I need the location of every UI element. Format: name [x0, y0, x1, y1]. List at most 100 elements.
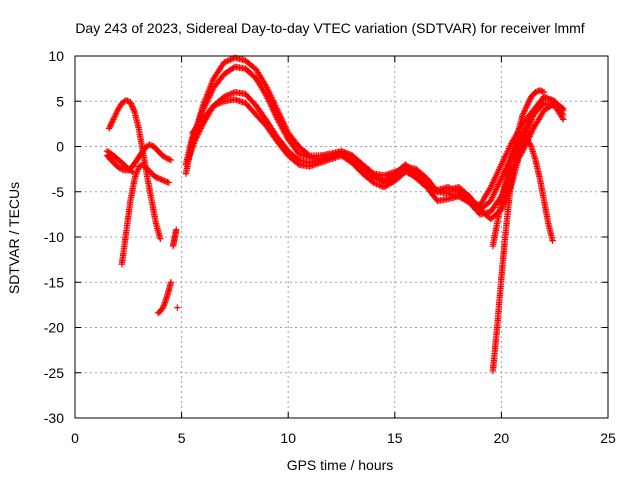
data-point-track-k: [294, 160, 301, 167]
data-point-track-k: [406, 170, 414, 177]
chart-title: Day 243 of 2023, Sidereal Day-to-day VTE…: [75, 20, 584, 36]
data-point-track-c: [135, 163, 143, 170]
x-tick-label: 15: [387, 430, 403, 446]
data-point-track-a: [107, 122, 114, 129]
data-point-track-c: [164, 178, 171, 186]
data-point-track-b: [146, 141, 153, 148]
data-point-track-a: [108, 120, 115, 128]
data-point-track-a: [127, 100, 135, 107]
data-point-track-m: [521, 107, 529, 114]
x-tick-label: 5: [178, 430, 186, 446]
data-point-track-k: [402, 168, 409, 176]
data-point-track-j: [193, 134, 200, 141]
data-point-track-a: [111, 113, 118, 120]
x-tick-label: 25: [600, 430, 616, 446]
y-tick-label: -25: [44, 365, 64, 381]
data-point-track-m: [520, 110, 527, 117]
data-point-track-m: [525, 99, 532, 106]
data-point-track-k: [370, 179, 377, 186]
data-point-track-m: [533, 88, 541, 95]
data-point-track-a: [106, 123, 114, 131]
data-point-track-b: [147, 142, 155, 149]
data-point-track-k: [405, 169, 412, 177]
y-axis-label: SDTVAR / TECUs: [6, 182, 22, 294]
data-point-track-j: [196, 128, 203, 135]
data-point-track-m: [520, 108, 528, 116]
data-point-track-c: [154, 174, 161, 182]
data-point-track-a: [113, 110, 120, 117]
data-point-track-m: [519, 111, 526, 119]
data-point-track-m: [532, 89, 539, 96]
data-point-track-k: [371, 180, 379, 187]
data-point-track-j: [228, 90, 236, 97]
data-point-track-k: [403, 169, 411, 176]
data-point-track-a: [129, 104, 137, 112]
y-tick-label: 5: [56, 93, 64, 109]
data-point-track-b: [167, 156, 175, 164]
data-point-track-a: [112, 111, 119, 119]
data-point-track-k: [216, 99, 223, 107]
data-point-track-h: [224, 57, 231, 65]
data-point-track-e: [159, 303, 167, 311]
data-point-track-j: [191, 137, 199, 144]
data-point-track-a: [129, 103, 136, 110]
data-point-track-a: [109, 117, 116, 125]
data-point-track-h: [227, 56, 234, 63]
data-point-track-j: [225, 91, 233, 98]
data-point-track-b: [116, 165, 123, 172]
data-point-track-h: [225, 57, 233, 64]
data-point-track-m: [524, 101, 531, 108]
data-point-track-j: [194, 131, 202, 138]
data-point-track-j: [194, 132, 201, 140]
data-point-track-a: [130, 107, 138, 114]
data-point-track-d: [127, 167, 135, 175]
data-point-track-j: [542, 94, 549, 101]
data-point-track-k: [558, 104, 566, 111]
data-point-track-j: [546, 96, 554, 103]
data-point-track-b: [119, 166, 126, 173]
data-point-track-m: [537, 87, 545, 95]
data-point-track-c: [161, 177, 168, 185]
data-point-track-g: [174, 304, 181, 311]
data-point-track-i: [447, 185, 455, 192]
data-point-track-j: [195, 129, 202, 137]
x-tick-label: 20: [494, 430, 510, 446]
data-point-track-b: [162, 154, 169, 161]
y-tick-label: -10: [44, 229, 64, 245]
data-point-track-m: [536, 87, 543, 94]
data-point-track-a: [122, 97, 130, 104]
data-point-track-a: [157, 235, 164, 243]
data-point-track-m: [540, 89, 548, 96]
data-point-track-b: [117, 165, 125, 173]
y-tick-label: 0: [56, 139, 64, 155]
data-point-track-m: [523, 104, 530, 111]
data-point-track-k: [217, 99, 225, 106]
data-point-track-j: [545, 95, 552, 102]
data-point-track-k: [376, 182, 383, 189]
data-point-track-i: [559, 114, 566, 122]
data-point-track-c: [158, 176, 165, 183]
data-point-track-j: [192, 135, 200, 143]
data-point-track-m: [523, 102, 531, 109]
data-point-track-j: [227, 90, 234, 98]
data-point-track-h: [221, 59, 228, 66]
data-point-track-i: [449, 185, 456, 193]
y-tick-label: -5: [52, 184, 65, 200]
y-tick-label: -20: [44, 320, 64, 336]
data-point-track-c: [159, 177, 167, 184]
data-point-track-a: [105, 125, 113, 132]
data-point-track-i: [446, 184, 453, 192]
data-point-track-k: [213, 101, 220, 108]
data-point-track-h: [228, 55, 236, 63]
x-tick-label: 0: [71, 430, 79, 446]
data-point-track-a: [108, 119, 116, 126]
data-point-track-b: [166, 156, 173, 163]
data-point-track-a: [110, 116, 117, 123]
data-point-track-k: [373, 180, 380, 188]
data-point-track-c: [155, 175, 163, 182]
data-point-track-m: [525, 98, 533, 105]
data-point-track-b: [163, 155, 170, 162]
data-point-track-a: [128, 101, 135, 109]
data-point-track-e: [159, 305, 166, 312]
